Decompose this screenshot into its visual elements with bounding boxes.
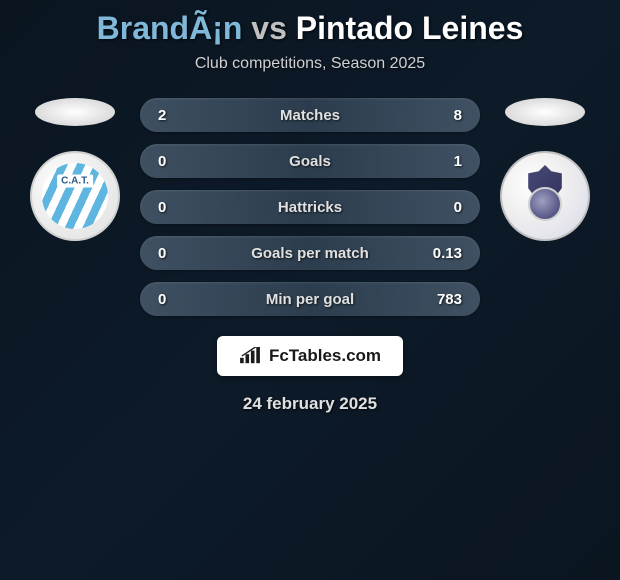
left-side-column [25,98,125,241]
stat-right-value: 0.13 [427,245,462,262]
stat-left-value: 2 [158,107,193,124]
branding-text: FcTables.com [269,346,381,366]
stat-left-value: 0 [158,199,193,216]
stat-row-goals-per-match: 0 Goals per match 0.13 [140,236,480,270]
player2-name: Pintado Leines [296,10,524,46]
stat-label: Goals [289,153,331,170]
stat-right-value: 8 [427,107,462,124]
player1-name: BrandÃ¡n [97,10,243,46]
player1-nation-flag [35,98,115,126]
stat-label: Min per goal [266,291,354,308]
branding-badge[interactable]: FcTables.com [217,336,403,376]
stat-row-matches: 2 Matches 8 [140,98,480,132]
page-title: BrandÃ¡n vs Pintado Leines [97,10,524,47]
player2-club-badge [500,151,590,241]
stat-row-goals: 0 Goals 1 [140,144,480,178]
vs-text: vs [251,10,287,46]
stat-label: Hattricks [278,199,342,216]
stat-label: Matches [280,107,340,124]
stat-row-hattricks: 0 Hattricks 0 [140,190,480,224]
comparison-card: BrandÃ¡n vs Pintado Leines Club competit… [0,0,620,424]
stat-right-value: 0 [427,199,462,216]
subtitle: Club competitions, Season 2025 [195,55,425,73]
main-content: 2 Matches 8 0 Goals 1 0 Hattricks 0 0 Go… [0,98,620,316]
right-side-column [495,98,595,241]
footer-date: 24 february 2025 [243,394,377,414]
player1-club-badge [30,151,120,241]
stat-left-value: 0 [158,245,193,262]
bar-chart-icon [239,347,261,365]
stats-column: 2 Matches 8 0 Goals 1 0 Hattricks 0 0 Go… [140,98,480,316]
player2-nation-flag [505,98,585,126]
stat-left-value: 0 [158,153,193,170]
stat-right-value: 783 [427,291,462,308]
stat-label: Goals per match [251,245,369,262]
stat-row-min-per-goal: 0 Min per goal 783 [140,282,480,316]
stat-right-value: 1 [427,153,462,170]
stat-left-value: 0 [158,291,193,308]
